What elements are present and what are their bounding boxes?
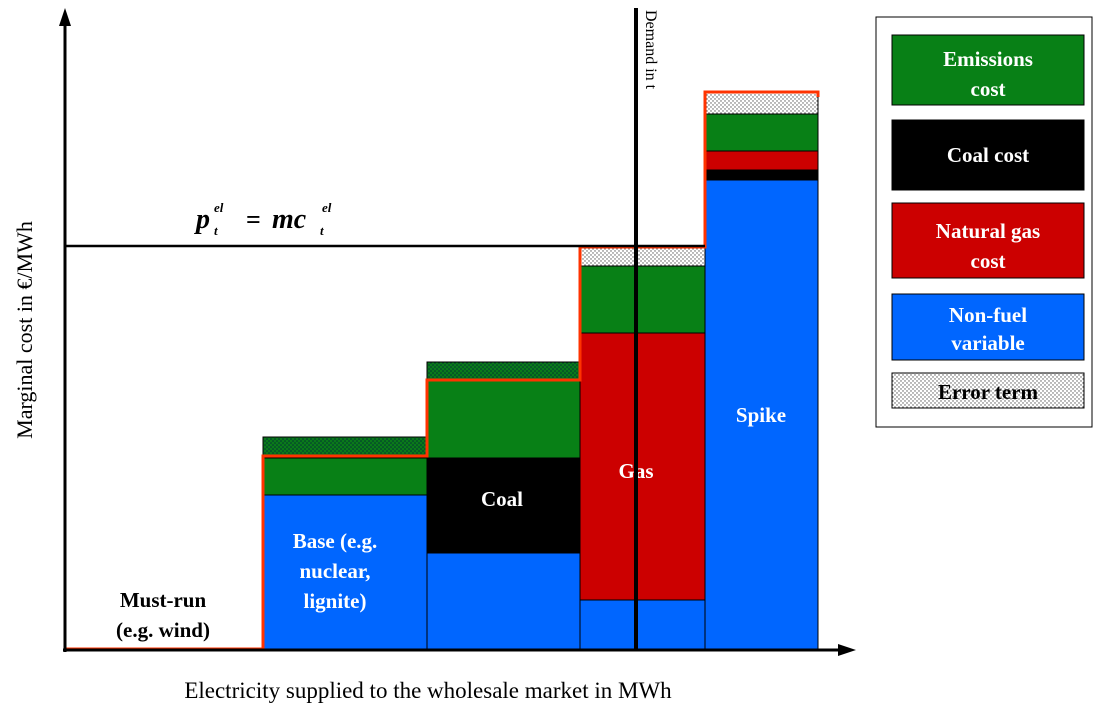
spike-error bbox=[704, 92, 819, 115]
legend-label: cost bbox=[971, 249, 1006, 273]
base-nonfuel bbox=[262, 494, 428, 651]
legend-swatch bbox=[891, 202, 1085, 279]
gas-fuel bbox=[579, 332, 706, 601]
eq-rhs: mc bbox=[272, 204, 307, 235]
legend-label: variable bbox=[951, 331, 1025, 355]
y-axis-label: Marginal cost in €/MWh bbox=[12, 221, 37, 439]
coal-nonfuel bbox=[426, 552, 581, 651]
eq-operator: = bbox=[246, 205, 261, 234]
block-label: (e.g. wind) bbox=[116, 618, 210, 642]
blocks bbox=[262, 92, 819, 651]
eq-lhs-sub: t bbox=[214, 223, 218, 238]
legend-label: Error term bbox=[938, 380, 1039, 404]
spike-gas bbox=[704, 150, 819, 171]
demand-label: Demand in t bbox=[642, 10, 659, 90]
spike-nonfuel bbox=[704, 179, 819, 651]
coal-emissions bbox=[426, 379, 581, 459]
block-label: lignite) bbox=[304, 589, 367, 613]
block-label: nuclear, bbox=[300, 559, 371, 583]
spike-coal bbox=[704, 169, 819, 181]
block-label: Coal bbox=[481, 487, 523, 511]
block-label: Base (e.g. bbox=[293, 529, 378, 553]
legend-label: cost bbox=[971, 77, 1006, 101]
base-emissions bbox=[262, 457, 428, 496]
y-arrow bbox=[59, 8, 71, 26]
spike-emissions bbox=[704, 113, 819, 152]
equation: p t el = mc t el bbox=[194, 200, 332, 238]
legend-swatch bbox=[891, 119, 1085, 191]
gas-emissions bbox=[579, 265, 706, 334]
legend-swatch bbox=[891, 293, 1085, 361]
block-label: Spike bbox=[736, 403, 786, 427]
legend-swatch bbox=[891, 372, 1085, 409]
legend-label: Natural gas bbox=[936, 219, 1040, 243]
eq-lhs: p bbox=[194, 204, 210, 235]
coal-fuel bbox=[426, 457, 581, 554]
eq-rhs-sub: t bbox=[320, 223, 324, 238]
gas-error bbox=[579, 247, 706, 267]
block-label: Must-run bbox=[120, 588, 207, 612]
eq-lhs-sup: el bbox=[214, 200, 224, 215]
legend-label: Emissions bbox=[943, 47, 1033, 71]
supply-curve bbox=[65, 90, 820, 651]
eq-rhs-sup: el bbox=[322, 200, 332, 215]
x-axis-label: Electricity supplied to the wholesale ma… bbox=[184, 678, 672, 703]
coal-error bbox=[426, 361, 581, 381]
legend-label: Coal cost bbox=[947, 143, 1029, 167]
x-arrow bbox=[838, 644, 856, 656]
legend-label: Non-fuel bbox=[949, 303, 1027, 327]
gas-nonfuel bbox=[579, 599, 706, 651]
legend-swatch bbox=[891, 34, 1085, 106]
